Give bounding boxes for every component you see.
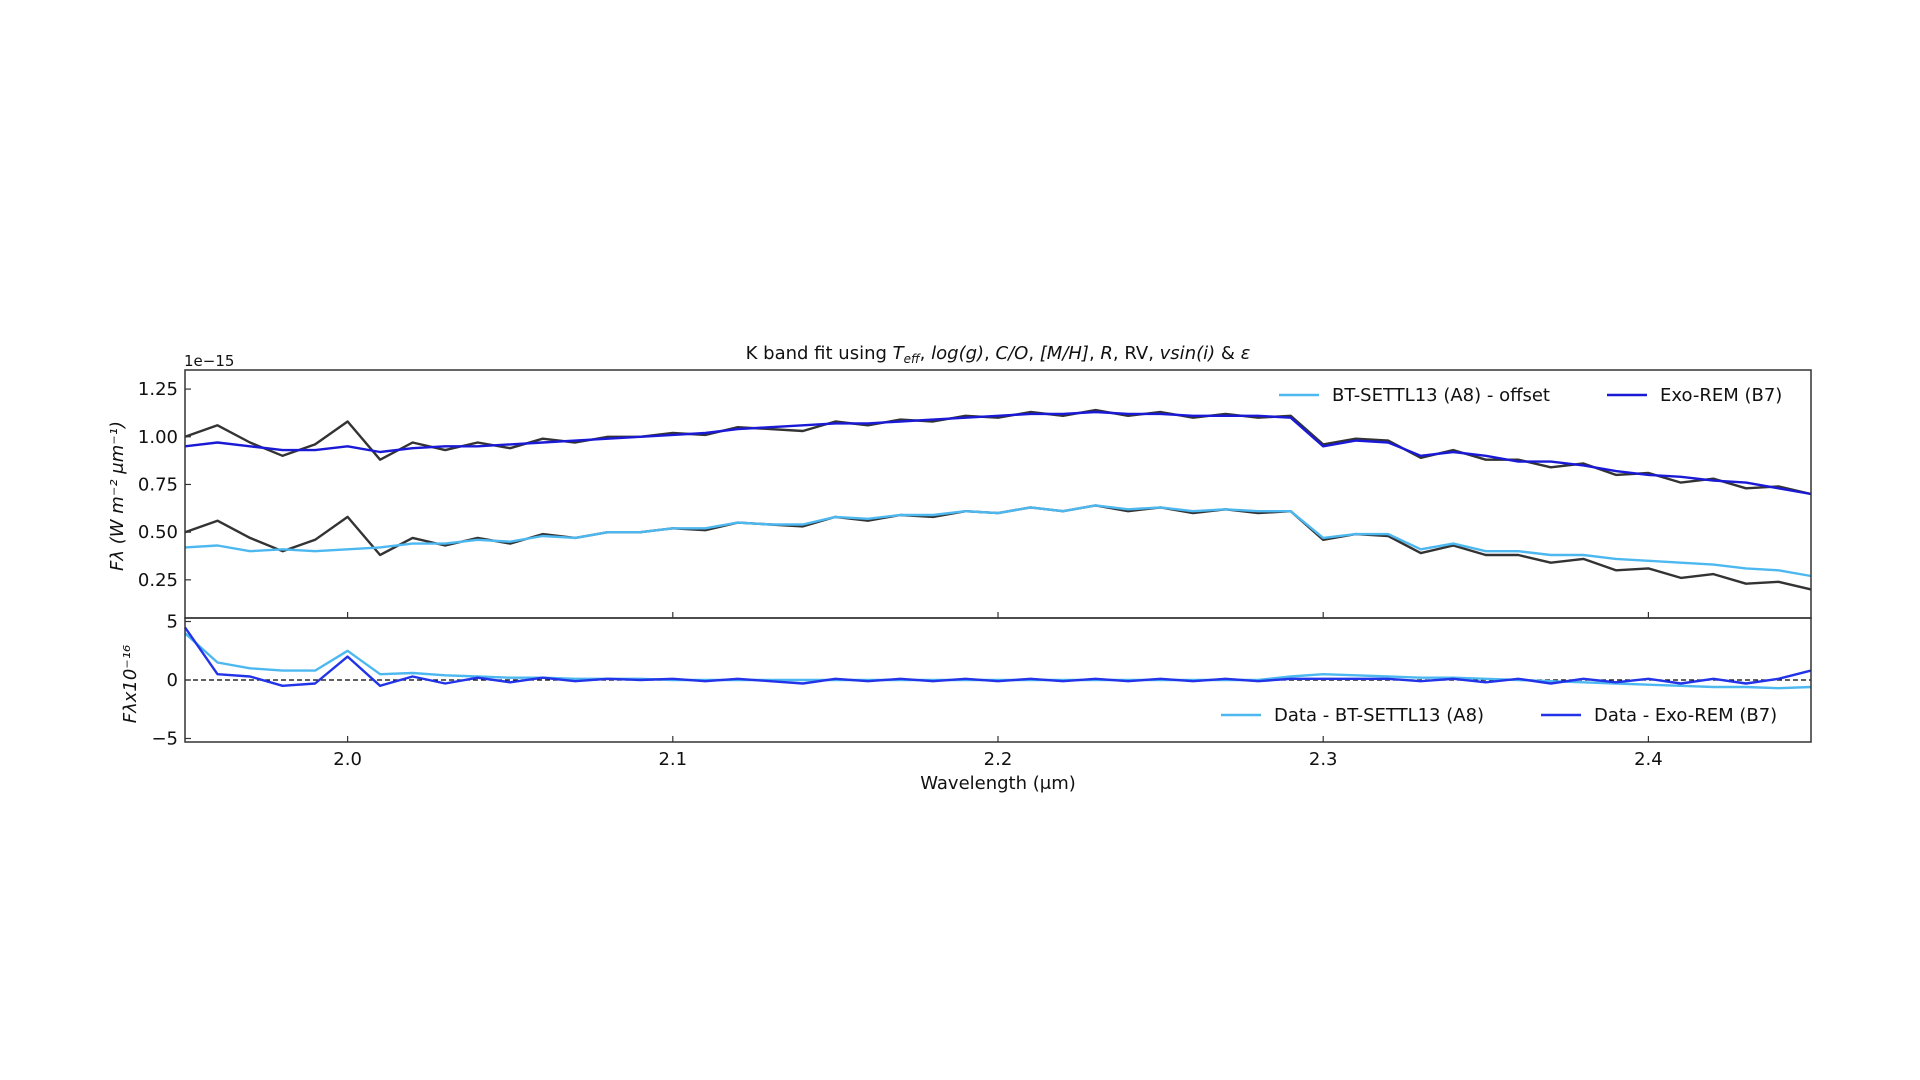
title-part: ε bbox=[1241, 343, 1251, 364]
y-offset-label: 1e−15 bbox=[184, 352, 234, 370]
title-part: [M/H] bbox=[1040, 343, 1089, 364]
title-part: , RV, bbox=[1113, 343, 1160, 364]
title-part: eff bbox=[904, 352, 921, 366]
series-line-3 bbox=[184, 504, 1812, 578]
x-axis-label: Wavelength (μm) bbox=[920, 773, 1076, 794]
x-tick-label: 2.2 bbox=[984, 749, 1013, 770]
y-tick-label: 0 bbox=[167, 670, 178, 691]
y-tick-label: 0.50 bbox=[138, 522, 178, 543]
x-tick-label: 2.4 bbox=[1634, 749, 1663, 770]
chart-title: K band fit using Teff, log(g), C/O, [M/H… bbox=[746, 343, 1251, 366]
title-part: log(g) bbox=[931, 343, 984, 364]
x-tick-label: 2.1 bbox=[658, 749, 687, 770]
series-line-1 bbox=[184, 626, 1812, 687]
x-tick-label: 2.0 bbox=[333, 749, 362, 770]
y-tick-label: −5 bbox=[151, 728, 178, 749]
title-part: C/O bbox=[996, 343, 1029, 364]
title-part: , bbox=[920, 343, 931, 364]
legend-label: BT-SETTL13 (A8) - offset bbox=[1332, 385, 1550, 406]
series-line-2 bbox=[184, 504, 1812, 591]
y-tick-label: 0.75 bbox=[138, 474, 178, 495]
title-part: , bbox=[1089, 343, 1100, 364]
y-tick-label: 1.25 bbox=[138, 379, 178, 400]
legend-label: Exo-REM (B7) bbox=[1660, 385, 1782, 406]
legend-label: Data - BT-SETTL13 (A8) bbox=[1274, 705, 1484, 726]
y-tick-label: 1.00 bbox=[138, 427, 178, 448]
title-part: T bbox=[893, 343, 906, 364]
lower-y-axis-label: Fλx10⁻¹⁶ bbox=[120, 645, 141, 724]
legend-label: Data - Exo-REM (B7) bbox=[1594, 705, 1777, 726]
y-tick-label: 0.25 bbox=[138, 570, 178, 591]
title-part: , bbox=[984, 343, 995, 364]
title-part: R bbox=[1100, 343, 1113, 364]
title-part: K band fit using bbox=[746, 343, 893, 364]
upper-panel: 0.25 0.50 0.75 1.00 1.25 BT-SETTL13 (A8) - of… bbox=[138, 369, 1812, 619]
axes-frame bbox=[184, 369, 1812, 619]
y-tick-label: 5 bbox=[167, 612, 178, 633]
series-line-0 bbox=[184, 408, 1812, 496]
residual-panel: −5 0 5 2.0 2.1 2.2 2.3 2.4 Data - BT-SETTL13 (A8… bbox=[151, 612, 1812, 770]
series-line-1 bbox=[184, 410, 1812, 496]
title-part: , bbox=[1028, 343, 1039, 364]
x-tick-label: 2.3 bbox=[1309, 749, 1338, 770]
upper-y-axis-label: Fλ (W m⁻² μm⁻¹) bbox=[107, 421, 128, 571]
title-part: vsin(i) bbox=[1160, 343, 1216, 364]
title-part: & bbox=[1215, 343, 1240, 364]
